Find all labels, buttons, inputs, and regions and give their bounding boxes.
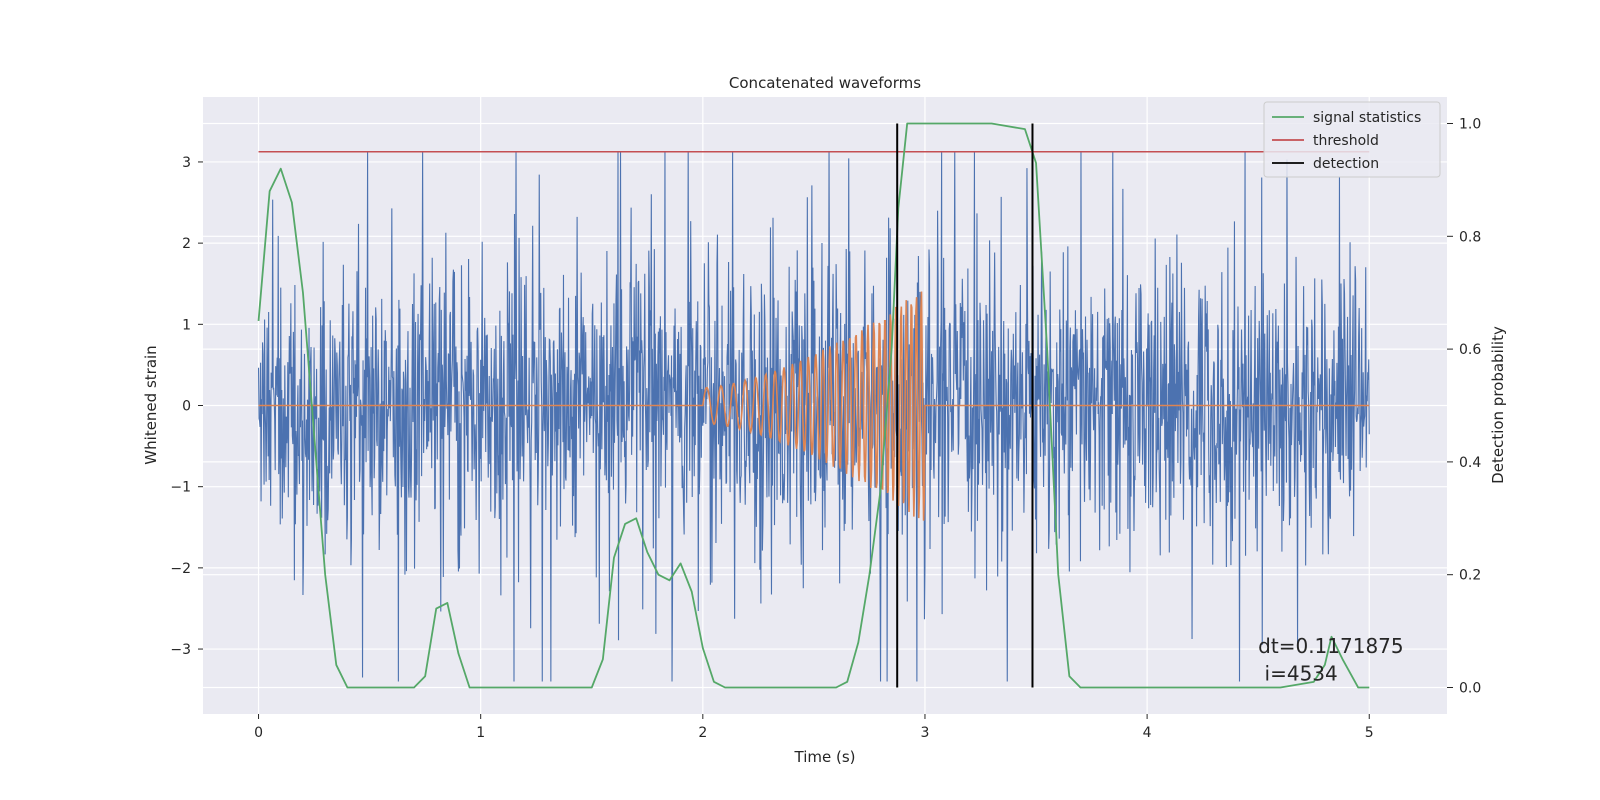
legend-label: threshold [1313,133,1379,149]
legend: signal statistics threshold detection [1263,101,1441,178]
strain-series-line [257,152,1370,682]
y-tick-label-right: 1.0 [1459,117,1481,133]
annotation-text: i=4534 [1258,662,1338,686]
y-tick-label-right: 0.0 [1459,680,1481,696]
x-tick-label: 1 [476,725,485,741]
y-tick-label-right: 0.4 [1459,455,1481,471]
y-tick-label-left: 1 [182,317,191,333]
chirp-series-line [258,291,1370,521]
legend-box [1263,101,1441,178]
data-layer [257,122,1370,689]
y-tick-label-right: 0.6 [1459,342,1481,358]
legend-label: signal statistics [1313,110,1421,126]
annotations: dt=0.1171875 i=4534 [1258,634,1403,686]
y-axis-label-left: Whitened strain [142,345,160,464]
y-tick-label-right: 0.2 [1459,568,1481,584]
x-tick-label: 2 [698,725,707,741]
y-tick-label-left: −2 [170,561,191,577]
y-tick-label-left: 3 [182,155,191,171]
y-tick-label-right: 0.8 [1459,229,1481,245]
x-tick-label: 5 [1365,725,1374,741]
chart-title: Concatenated waveforms [729,74,921,92]
signal-statistics-line [257,122,1370,689]
y-tick-label-left: −1 [170,480,191,496]
y-tick-label-left: 2 [182,236,191,252]
y-tick-label-left: −3 [170,642,191,658]
x-tick-label: 0 [254,725,263,741]
annotation-text: dt=0.1171875 [1258,634,1403,658]
x-axis-label: Time (s) [794,748,856,766]
x-tick-label: 3 [921,725,930,741]
legend-label: detection [1313,156,1379,172]
y-axis-label-right: Detection probability [1489,326,1507,484]
x-tick-label: 4 [1143,725,1152,741]
ticks: 0 1 2 3 4 5 −3 −2 −1 0 1 2 3 0.0 0.2 0.4 0.6 0.8 1.0 [170,117,1481,741]
y-tick-label-left: 0 [182,399,191,415]
